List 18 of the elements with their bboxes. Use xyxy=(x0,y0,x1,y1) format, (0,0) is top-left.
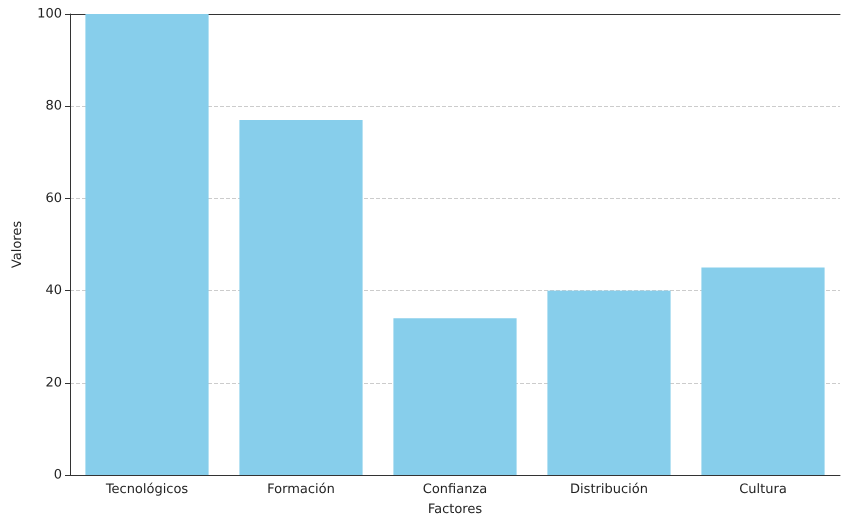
y-tick-label: 0 xyxy=(54,468,62,482)
bar xyxy=(393,318,517,475)
bar xyxy=(85,14,209,475)
y-tick-label: 60 xyxy=(45,190,62,206)
y-tick-label: 80 xyxy=(45,98,62,114)
bar xyxy=(701,268,825,475)
bar xyxy=(239,120,363,475)
y-tick-label: 40 xyxy=(45,283,62,298)
x-axis-title: Factores xyxy=(428,502,482,517)
y-tick-label: 20 xyxy=(45,375,62,390)
x-tick-label: Cultura xyxy=(739,482,787,497)
bar xyxy=(547,290,671,475)
y-tick-label: 100 xyxy=(37,6,62,22)
x-tick-label: Formación xyxy=(267,482,335,497)
x-tick-label: Distribución xyxy=(570,482,648,497)
x-tick-label: Tecnológicos xyxy=(104,482,188,497)
x-tick-label: Confianza xyxy=(422,482,488,497)
y-axis-title: Valores xyxy=(10,220,25,268)
